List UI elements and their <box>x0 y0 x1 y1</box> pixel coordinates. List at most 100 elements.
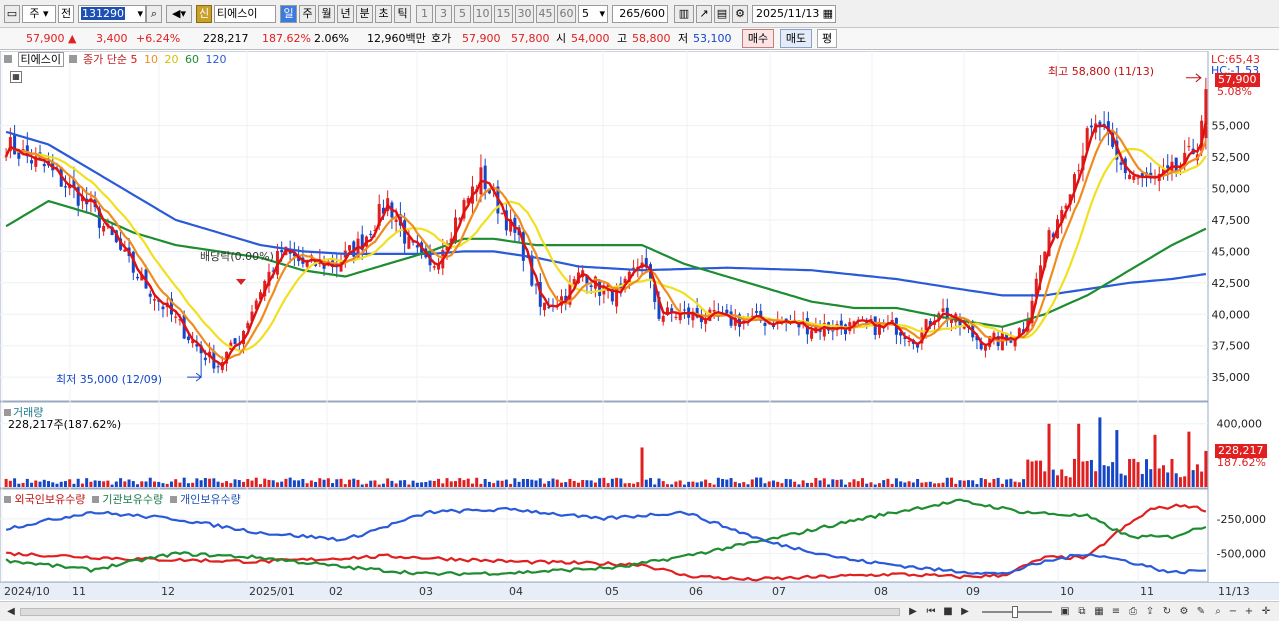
interval-30[interactable]: 30 <box>515 5 534 23</box>
interval-15[interactable]: 15 <box>494 5 513 23</box>
candle-body <box>1183 152 1187 166</box>
candle-body <box>102 225 106 232</box>
code-input[interactable]: 131290 ▾ <box>78 5 146 23</box>
tab-day[interactable]: 일 <box>280 5 297 23</box>
volume-title: 거래량 <box>13 406 44 419</box>
volume-bar <box>1157 468 1161 487</box>
candle-body <box>623 278 627 285</box>
interval-45[interactable]: 45 <box>536 5 555 23</box>
refresh-icon[interactable]: ↻ <box>1162 606 1172 617</box>
legend-series: 종가 단순 <box>82 53 127 66</box>
x-axis-label: 09 <box>966 585 980 598</box>
candle-body <box>865 320 869 324</box>
list-icon[interactable]: ≡ <box>1111 606 1121 617</box>
scroll-left-icon[interactable]: ◀ <box>7 606 15 617</box>
zoom-in-icon[interactable]: + <box>1244 606 1254 617</box>
candle-body <box>267 271 271 286</box>
candle-body <box>445 245 449 251</box>
first-icon[interactable]: ⏮ <box>926 606 936 617</box>
volume-bar <box>920 482 924 487</box>
candle-body <box>899 332 903 336</box>
settings-icon[interactable]: ⚙ <box>1179 606 1189 617</box>
candle-body <box>458 218 462 220</box>
holding-line <box>6 503 1207 582</box>
volume-bar <box>1102 465 1106 487</box>
save-icon[interactable]: ▤ <box>714 5 730 23</box>
interval-1[interactable]: 1 <box>416 5 433 23</box>
export-icon[interactable]: ⇪ <box>1145 606 1155 617</box>
volume-bar <box>780 483 784 487</box>
tab-tick[interactable]: 틱 <box>394 5 411 23</box>
chart-area[interactable]: 35,000 37,500 40,000 42,500 45,000 47,500 50,0… <box>0 51 1279 601</box>
draw-tool-icon[interactable]: ↗ <box>696 5 712 23</box>
interval-10[interactable]: 10 <box>473 5 492 23</box>
candle-body <box>360 234 364 250</box>
sell-button[interactable]: 매도 <box>780 29 812 48</box>
candle-body <box>670 308 674 314</box>
x-axis-label: 2024/10 <box>4 585 50 598</box>
tab-year[interactable]: 년 <box>337 5 354 23</box>
candle-body <box>589 285 593 287</box>
volume-tag: 228,217 <box>1215 444 1267 458</box>
stop-icon[interactable]: ■ <box>943 606 953 617</box>
candle <box>339 254 343 272</box>
holding-tick-label: -250,000 <box>1217 513 1266 526</box>
stock-chart[interactable]: 35,000 37,500 40,000 42,500 45,000 47,500 50,0… <box>0 51 1279 582</box>
volume-bar <box>356 479 360 487</box>
volume-bar <box>1149 469 1153 487</box>
crosshair-icon[interactable]: ✛ <box>1261 606 1271 617</box>
avg-button[interactable]: 평 <box>817 29 837 48</box>
candle-body <box>653 284 657 302</box>
prev-button[interactable]: 전 <box>58 5 74 23</box>
legend-foreign: 외국인보유수량 <box>14 493 86 506</box>
scroll-right-icon[interactable]: ▶ <box>909 606 917 617</box>
tab-minute[interactable]: 분 <box>356 5 373 23</box>
x-axis-label: 08 <box>874 585 888 598</box>
tab-month[interactable]: 월 <box>318 5 335 23</box>
volume-bar <box>950 477 954 487</box>
interval-60[interactable]: 60 <box>557 5 576 23</box>
candle-body <box>13 134 17 155</box>
volume-bar <box>377 484 381 487</box>
gear-icon[interactable]: ⚙ <box>732 5 748 23</box>
scroll-track[interactable] <box>20 608 900 616</box>
compare-icon[interactable]: ⧉ <box>1078 606 1086 617</box>
candle <box>534 283 538 295</box>
volume-bar <box>1098 417 1102 487</box>
zoom-handle[interactable] <box>1012 606 1018 618</box>
volume-bar <box>958 480 962 487</box>
zoom-icon[interactable]: ⌕ <box>1215 606 1221 617</box>
count-input[interactable]: 265/600 <box>612 5 668 23</box>
zoom-out-icon[interactable]: − <box>1228 606 1238 617</box>
candle-body <box>195 344 199 347</box>
layout-icon[interactable]: ▣ <box>1060 606 1070 617</box>
search-icon[interactable]: ⌕ <box>146 5 162 23</box>
candle-body <box>1017 328 1021 337</box>
volume-bar <box>1013 481 1017 487</box>
interval-5[interactable]: 5 <box>454 5 471 23</box>
interval-3[interactable]: 3 <box>435 5 452 23</box>
play-icon[interactable]: ▶ <box>961 606 969 617</box>
quote-volume-ratio: 187.62% <box>262 32 311 45</box>
print-icon[interactable]: ⎙ <box>1129 606 1137 617</box>
tab-week[interactable]: 주 <box>299 5 316 23</box>
candle-body <box>1119 162 1123 165</box>
legend-stock-name[interactable]: 티에스이 <box>17 52 64 67</box>
candle-type-icon[interactable]: ▥ <box>674 5 694 23</box>
table-icon[interactable]: ▦ <box>10 71 22 83</box>
buy-button[interactable]: 매수 <box>742 29 774 48</box>
date-input[interactable]: 2025/11/13 ▦ <box>752 5 836 23</box>
tab-second[interactable]: 초 <box>375 5 392 23</box>
volume-bar <box>856 481 860 487</box>
speaker-icon[interactable]: ◀▾ <box>166 5 192 23</box>
tools-icon[interactable]: ✎ <box>1196 606 1206 617</box>
candle-body <box>988 335 992 347</box>
candle-body <box>178 319 182 321</box>
stock-name[interactable]: 티에스이 <box>214 5 276 23</box>
volume-bar <box>483 478 487 487</box>
window-icon[interactable]: ▭ <box>4 5 20 23</box>
grid-icon[interactable]: ▦ <box>1094 606 1104 617</box>
period-select[interactable]: 주 ▾ <box>22 5 56 23</box>
chart-scrollbar[interactable]: ◀ ▶ ⏮ ■ ▶ ▣ ⧉ ▦ ≡ ⎙ ⇪ ↻ ⚙ ✎ ⌕ − + ✛ <box>0 601 1279 621</box>
interval-input[interactable]: 5 ▾ <box>578 5 608 23</box>
